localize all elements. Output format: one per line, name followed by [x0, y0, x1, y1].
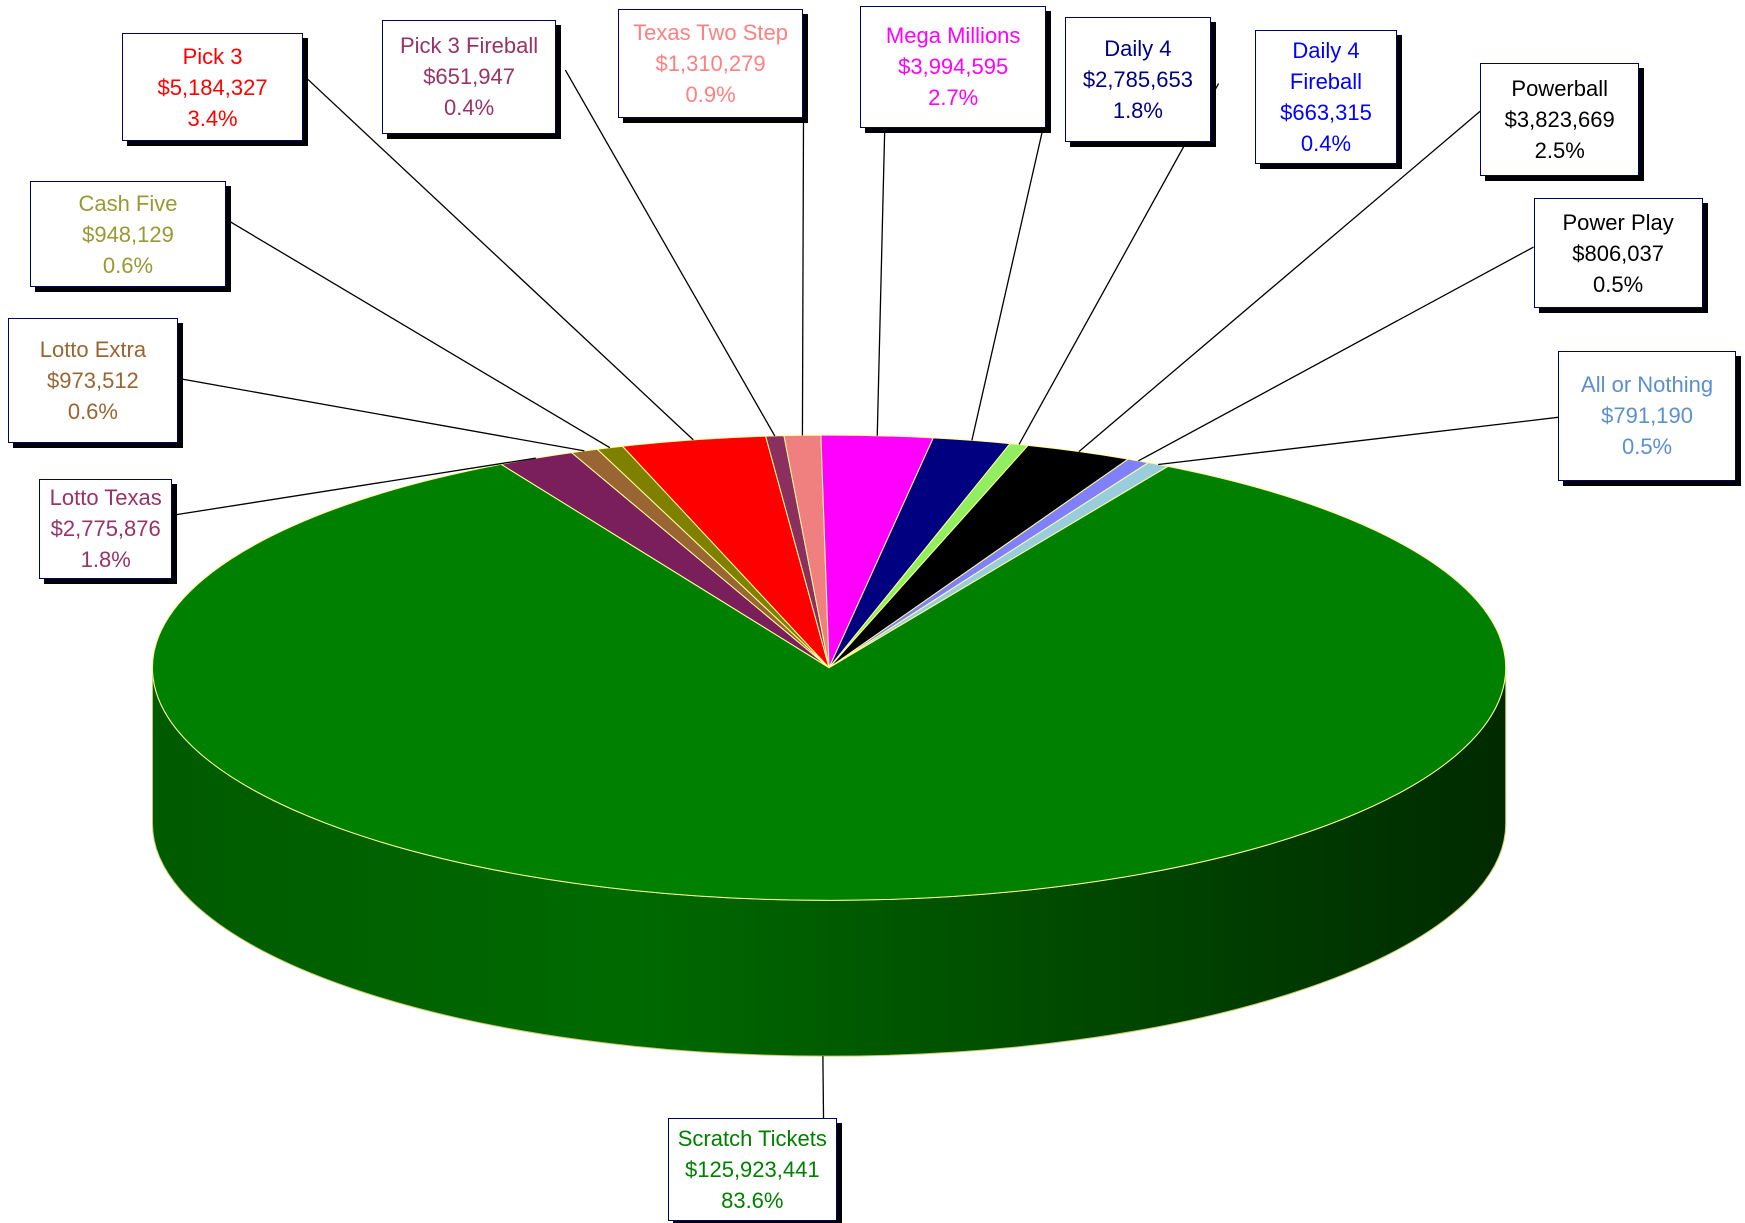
data-label: Daily 4 Fireball $663,315 0.4% [1255, 30, 1397, 164]
label-name: Power Play [1562, 209, 1674, 235]
label-percent: 0.6% [102, 252, 154, 278]
data-label: Daily 4 $2,785,653 1.8% [1065, 16, 1211, 143]
leader-line [971, 114, 1047, 441]
label-name: Pick 3 Fireball [400, 33, 539, 59]
label-percent: 2.5% [1534, 138, 1585, 164]
label-value: $973,512 [47, 368, 139, 394]
label-percent: 0.5% [1593, 271, 1644, 297]
leader-line [822, 1056, 825, 1119]
leader-line [801, 117, 805, 436]
label-value: $806,037 [1572, 240, 1664, 266]
leader-line [1158, 416, 1559, 466]
label-name: All or Nothing [1581, 372, 1714, 398]
leader-line [1018, 83, 1220, 445]
label-name: Scratch Tickets [677, 1126, 827, 1152]
data-label: Lotto Texas $2,775,876 1.8% [38, 478, 173, 579]
data-label: All or Nothing $791,190 0.5% [1558, 350, 1737, 481]
label-value: $1,310,279 [655, 50, 766, 76]
label-percent: 3.4% [187, 105, 238, 131]
leader-line [172, 457, 536, 516]
data-label: Pick 3 Fireball $651,947 0.4% [381, 20, 557, 134]
label-percent: 0.4% [1300, 130, 1352, 156]
label-name: Daily 4 Fireball [1289, 37, 1363, 94]
data-label: Texas Two Step $1,310,279 0.9% [617, 8, 804, 118]
label-value: $2,775,876 [50, 516, 161, 542]
label-name: Daily 4 [1104, 36, 1172, 62]
label-name: Cash Five [78, 190, 178, 216]
label-value: $791,190 [1601, 403, 1693, 429]
label-percent: 1.8% [80, 547, 131, 573]
data-label: Cash Five $948,129 0.6% [30, 181, 226, 288]
leader-line [177, 377, 585, 452]
label-percent: 0.6% [67, 399, 118, 425]
label-percent: 0.5% [1621, 434, 1673, 460]
pie-slice [151, 463, 1507, 901]
label-value: $663,315 [1280, 99, 1372, 125]
label-percent: 83.6% [721, 1188, 784, 1214]
label-name: Pick 3 [182, 43, 243, 69]
label-percent: 2.7% [928, 85, 979, 111]
data-label: Pick 3 $5,184,327 3.4% [122, 33, 303, 142]
data-label: Powerball $3,823,669 2.5% [1480, 63, 1640, 176]
leader-line [225, 218, 611, 449]
label-value: $948,129 [82, 221, 174, 247]
label-percent: 0.9% [685, 81, 736, 107]
label-name: Mega Millions [885, 23, 1021, 49]
leader-line [876, 127, 886, 436]
data-label: Lotto Extra $973,512 0.6% [7, 318, 179, 443]
leader-line [1078, 110, 1481, 453]
label-value: $5,184,327 [157, 74, 268, 100]
label-value: $3,823,669 [1504, 107, 1615, 133]
leader-line [1138, 246, 1534, 462]
label-value: $125,923,441 [685, 1157, 820, 1183]
leader-line [564, 69, 776, 437]
data-label: Power Play $806,037 0.5% [1533, 198, 1703, 309]
label-percent: 1.8% [1112, 98, 1163, 124]
label-value: $651,947 [423, 64, 515, 90]
data-label: Scratch Tickets $125,923,441 83.6% [667, 1118, 837, 1221]
data-label: Mega Millions $3,994,595 2.7% [860, 5, 1047, 128]
leader-line [302, 74, 694, 441]
label-name: Texas Two Step [633, 19, 789, 45]
label-name: Powerball [1511, 76, 1608, 102]
label-value: $3,994,595 [898, 54, 1009, 80]
label-name: Lotto Extra [39, 337, 147, 363]
label-value: $2,785,653 [1082, 67, 1193, 93]
label-percent: 0.4% [444, 95, 495, 121]
label-name: Lotto Texas [49, 485, 162, 511]
